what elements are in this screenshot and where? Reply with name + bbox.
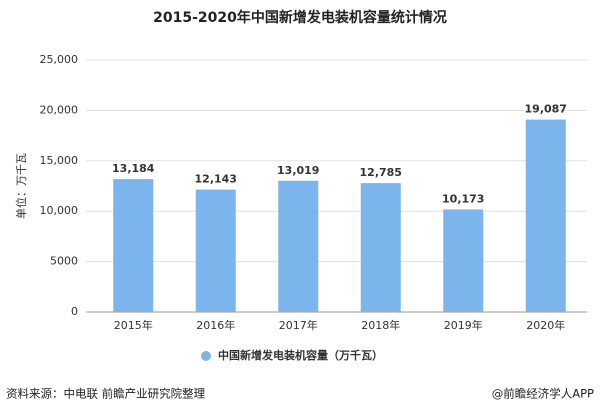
value-label: 12,785 <box>360 166 402 179</box>
y-tick-label: 10,000 <box>40 204 79 217</box>
y-tick-label: 20,000 <box>40 103 79 116</box>
bar <box>113 179 154 312</box>
x-tick-label: 2018年 <box>361 318 400 332</box>
x-tick-label: 2017年 <box>279 318 318 332</box>
value-label: 13,019 <box>277 164 319 177</box>
bar <box>360 183 401 312</box>
y-axis-label: 单位：万千瓦 <box>14 153 28 219</box>
x-tick-label: 2015年 <box>114 318 153 332</box>
y-tick-label: 25,000 <box>40 53 79 66</box>
value-label: 12,143 <box>195 173 237 186</box>
bar <box>195 189 236 312</box>
y-tick-label: 15,000 <box>40 154 79 167</box>
value-label: 19,087 <box>525 103 567 116</box>
y-tick-label: 5000 <box>50 255 78 268</box>
legend-marker <box>201 351 211 361</box>
x-tick-label: 2019年 <box>444 318 483 332</box>
bar <box>443 209 484 312</box>
bar <box>278 180 319 312</box>
y-tick-label: 0 <box>71 305 78 318</box>
source: 资料来源：中电联 前瞻产业研究院整理 <box>6 387 206 401</box>
chart-title: 2015-2020年中国新增发电装机容量统计情况 <box>153 9 447 26</box>
value-label: 10,173 <box>442 192 484 205</box>
value-label: 13,184 <box>112 162 155 175</box>
x-tick-label: 2016年 <box>196 318 235 332</box>
credit: @前瞻经济学人APP <box>492 387 594 401</box>
legend-label: 中国新增发电装机容量（万千瓦） <box>218 348 383 362</box>
bar <box>525 119 566 312</box>
x-tick-label: 2020年 <box>526 318 565 332</box>
